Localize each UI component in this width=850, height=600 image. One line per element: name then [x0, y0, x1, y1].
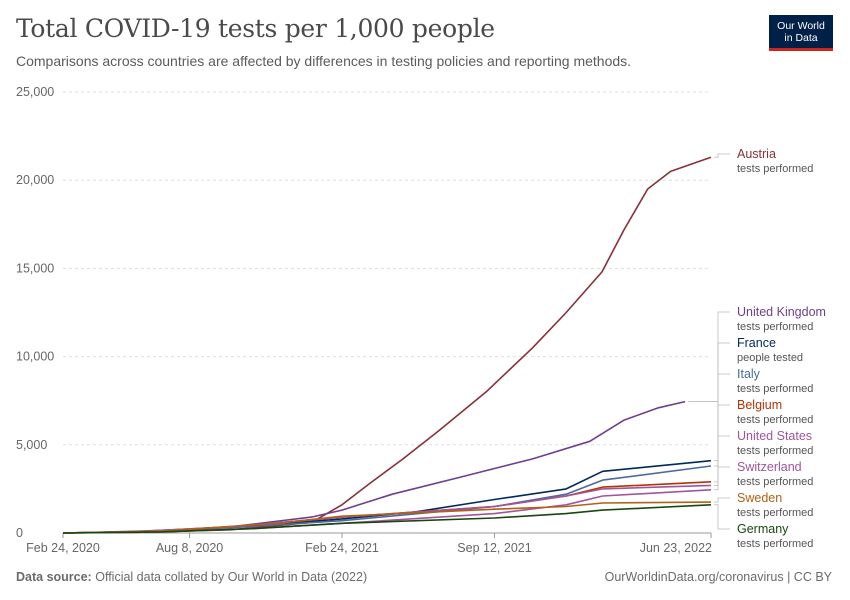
- line-chart: 0 5,000 10,000 15,000 20,000 25,000 Feb 24, 20…: [16, 85, 826, 555]
- footer-link[interactable]: OurWorldinData.org/coronavirus | CC BY: [604, 570, 832, 584]
- series-layer: [62, 156, 712, 534]
- legend-connector: [714, 504, 730, 530]
- legend-connector: [714, 404, 730, 483]
- grid-layer: [63, 91, 711, 534]
- series-line-italy[interactable]: [62, 465, 712, 534]
- series-line-germany[interactable]: [62, 504, 712, 534]
- legend-label[interactable]: Switzerland: [737, 460, 802, 474]
- owid-logo[interactable]: Our World in Data: [769, 15, 833, 51]
- chart-subtitle: Comparisons across countries are affecte…: [16, 53, 632, 69]
- legend-connector: [714, 373, 730, 467]
- axis-layer: 0 5,000 10,000 15,000 20,000 25,000 Feb 24, 20…: [16, 85, 712, 555]
- legend-label[interactable]: United Kingdom: [737, 305, 826, 319]
- logo-line-1: Our World: [777, 20, 825, 32]
- legend-metric: tests performed: [737, 383, 813, 395]
- legend-metric: tests performed: [737, 476, 813, 488]
- y-tick-label: 15,000: [16, 261, 54, 275]
- y-tick-label: 25,000: [16, 85, 54, 99]
- y-tick-label: 5,000: [16, 438, 47, 452]
- legend-metric: people tested: [737, 352, 803, 364]
- logo-line-2: in Data: [784, 32, 818, 44]
- label-layer: Austria tests performed United Kingdom test…: [688, 147, 826, 550]
- legend-label[interactable]: Sweden: [737, 491, 782, 505]
- data-source-label: Data source:: [16, 570, 92, 584]
- series-line-united-kingdom[interactable]: [62, 400, 686, 534]
- y-tick-label: 20,000: [16, 173, 54, 187]
- series-line-austria[interactable]: [62, 156, 712, 534]
- legend-connector: [714, 435, 730, 486]
- legend-metric: tests performed: [737, 321, 813, 333]
- legend-connector: [714, 153, 730, 158]
- legend-label[interactable]: Italy: [737, 367, 761, 381]
- x-tick-label: Sep 12, 2021: [457, 541, 531, 555]
- y-tick-label: 10,000: [16, 350, 54, 364]
- legend-metric: tests performed: [737, 414, 813, 426]
- x-tick-label: Feb 24, 2020: [26, 541, 100, 555]
- legend-label[interactable]: Belgium: [737, 398, 782, 412]
- legend-label[interactable]: United States: [737, 429, 812, 443]
- legend-label[interactable]: Germany: [737, 522, 789, 536]
- y-tick-label: 0: [16, 526, 23, 540]
- legend-label[interactable]: France: [737, 336, 776, 350]
- legend-label[interactable]: Austria: [737, 147, 776, 161]
- x-tick-label: Aug 8, 2020: [156, 541, 223, 555]
- x-tick-label: Feb 24, 2021: [305, 541, 379, 555]
- series-line-sweden[interactable]: [62, 501, 712, 534]
- data-source-text: Official data collated by Our World in D…: [95, 570, 368, 584]
- legend-connector: [714, 497, 730, 503]
- x-tick-label: Jun 23, 2022: [640, 541, 712, 555]
- legend-metric: tests performed: [737, 507, 813, 519]
- data-source: Data source: Official data collated by O…: [16, 570, 367, 584]
- legend-connector: [714, 466, 730, 491]
- chart-title: Total COVID-19 tests per 1,000 people: [16, 14, 495, 43]
- legend-metric: tests performed: [737, 445, 813, 457]
- legend-metric: tests performed: [737, 538, 813, 550]
- legend-metric: tests performed: [737, 163, 813, 175]
- series-line-belgium[interactable]: [62, 481, 712, 534]
